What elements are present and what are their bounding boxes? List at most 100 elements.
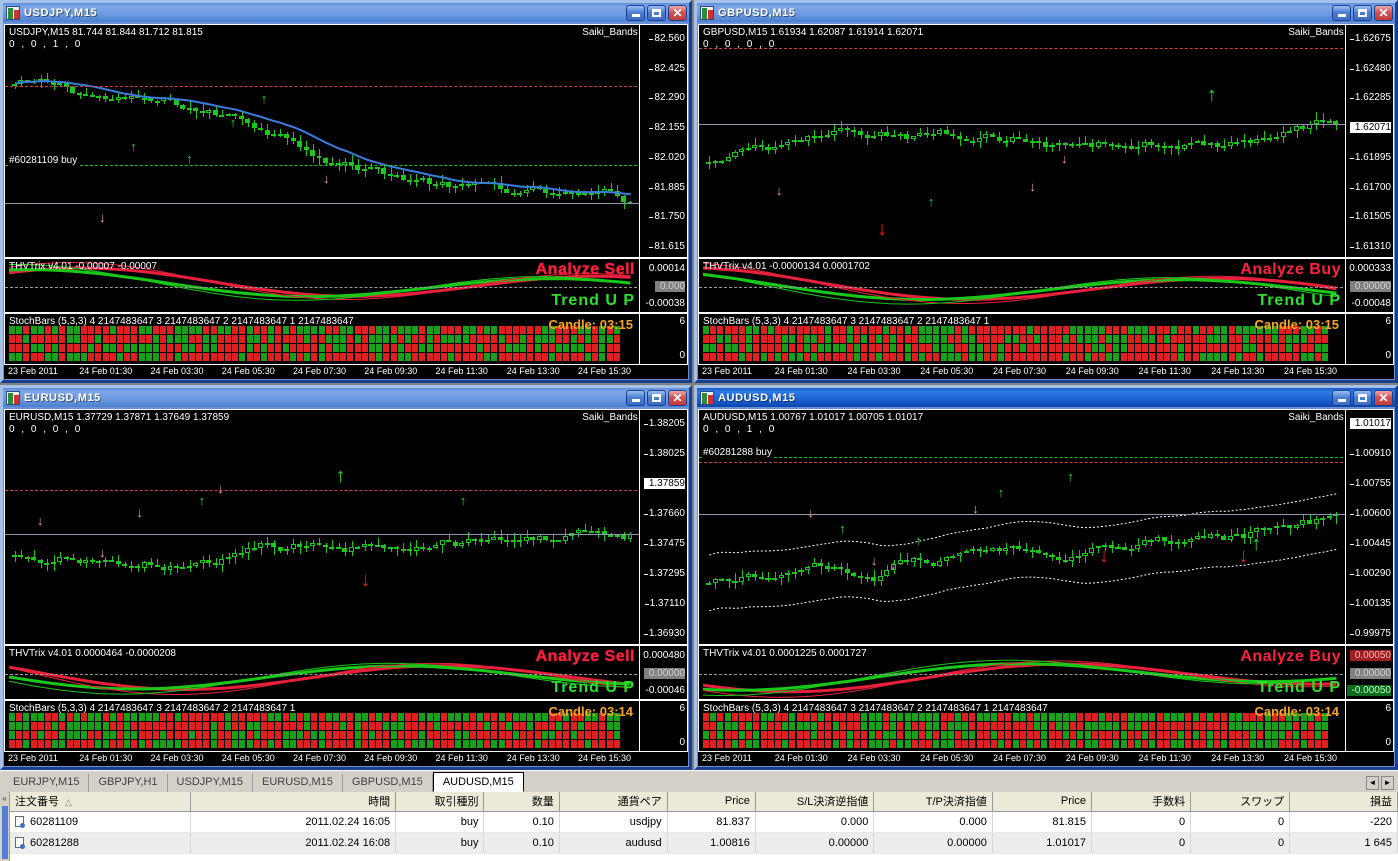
indicator-pane-thvtrix[interactable]: THVTrix v4.01 0.0000464 -0.0000208 Analyz… — [4, 645, 688, 700]
column-header-9[interactable]: 手数料 — [1091, 792, 1192, 812]
price-pane[interactable]: #60281109 buy ↓ ↑ ↑ ↑ ↓ ↑ USDJPY,M15 81.744 81.… — [4, 24, 688, 258]
column-header-1[interactable]: 時間 — [190, 792, 397, 812]
candle-body — [582, 193, 588, 196]
titlebar-audusd[interactable]: AUDUSD,M15 ✕ — [697, 388, 1395, 407]
tab-scroll-left-icon[interactable]: ◄ — [1366, 776, 1379, 790]
close-button[interactable]: ✕ — [1374, 4, 1393, 21]
candle-body — [844, 569, 850, 573]
chart-body-gbpusd[interactable]: ↓ ↓ ↑ ↓ ↓ ↑ ↑ GBPUSD,M15 1.61934 1.62087 1.6191… — [698, 24, 1394, 379]
maximize-button[interactable] — [647, 4, 666, 21]
titlebar-gbpusd[interactable]: GBPUSD,M15 ✕ — [697, 3, 1395, 22]
tab-scroll-controls[interactable]: ◄ ► — [1362, 776, 1398, 792]
terminal-trade-panel[interactable]: « 注文番号 △ 時間 取引種別 数量 通貨ペア Price S/L決済逆指値 T/P決済指値 P… — [0, 792, 1398, 861]
indicator-pane-stochbars[interactable]: StochBars (5,3,3) 4 2147483647 3 2147483… — [4, 313, 688, 365]
chart-tab-audusd-m15[interactable]: AUDUSD,M15 — [432, 772, 524, 792]
stochbar-cell — [556, 344, 563, 352]
indicator-pane-stochbars[interactable]: StochBars (5,3,3) 4 2147483647 3 2147483… — [4, 700, 688, 752]
candle-body — [387, 173, 393, 176]
chart-tab-strip[interactable]: EURJPY,M15 GBPJPY,H1 USDJPY,M15 EURUSD,M15 G… — [0, 770, 1398, 792]
price-axis[interactable]: 82.560 82.425 82.290 82.155 82.020 81.885 81.7… — [639, 25, 687, 257]
maximize-button[interactable] — [647, 389, 666, 406]
table-row[interactable]: 60281109 2011.02.24 16:05 buy 0.10 usdjpy 81.… — [10, 811, 1398, 833]
collapse-chevron-icon[interactable]: « — [2, 794, 7, 803]
indicator-pane-thvtrix[interactable]: THVTrix v4.01 -0.00007 -0.00007 Analyze S… — [4, 258, 688, 313]
column-header-4[interactable]: 通貨ペア — [559, 792, 668, 812]
titlebar-eurusd[interactable]: EURUSD,M15 ✕ — [3, 388, 689, 407]
candle-wick — [623, 194, 625, 209]
minimize-button[interactable] — [626, 389, 645, 406]
indicator-axis-tick: 0.00000 — [643, 668, 687, 679]
price-pane[interactable]: #60281288 buy ↓ ↑ ↓ ↓ ↑ ↓ ↑ ↓ ↑ ↓ ↑ AUDUSD,M15 1.007… — [698, 409, 1394, 645]
column-header-0[interactable]: 注文番号 △ — [10, 792, 192, 812]
price-axis[interactable]: 1.01017 1.00910 1.00755 1.00600 1.00445 1.002… — [1345, 410, 1393, 644]
table-body[interactable]: 60281109 2011.02.24 16:05 buy 0.10 usdjpy 81.… — [10, 811, 1398, 854]
candle-body — [772, 146, 778, 150]
candle-body — [983, 550, 989, 553]
chart-body-usdjpy[interactable]: #60281109 buy ↓ ↑ ↑ ↑ ↓ ↑ USDJPY,M15 81.744 81.… — [4, 24, 688, 379]
indicator-pane-thvtrix[interactable]: THVTrix v4.01 -0.0000134 0.0001702 Analyz… — [698, 258, 1394, 313]
chart-tab-gbpjpy-h1[interactable]: GBPJPY,H1 — [89, 774, 168, 792]
indicator-axis[interactable]: 0.000480 0.00000 -0.00046 — [639, 646, 687, 699]
indicator-pane-stochbars[interactable]: StochBars (5,3,3) 4 2147483647 3 2147483… — [698, 700, 1394, 752]
stochbar-cell — [955, 740, 961, 748]
cell-sl: 0.000 — [755, 811, 875, 833]
open-orders-table[interactable]: 注文番号 △ 時間 取引種別 数量 通貨ペア Price S/L決済逆指値 T/P決済指値 Pri… — [10, 792, 1398, 854]
maximize-button[interactable] — [1353, 4, 1372, 21]
chart-body-audusd[interactable]: #60281288 buy ↓ ↑ ↓ ↓ ↑ ↓ ↑ ↓ ↑ ↓ ↑ AUDUSD,M15 1.007… — [698, 409, 1394, 766]
chart-tab-gbpusd-m15[interactable]: GBPUSD,M15 — [343, 774, 433, 792]
candle-body — [1069, 557, 1075, 562]
candle-body — [1188, 539, 1194, 543]
chart-tab-usdjpy-m15[interactable]: USDJPY,M15 — [168, 774, 253, 792]
terminal-gutter[interactable]: « — [0, 792, 10, 861]
candle-body — [44, 563, 50, 566]
indicator-pane-thvtrix[interactable]: THVTrix v4.01 0.0001225 0.0001727 Analyze… — [698, 645, 1394, 700]
minimize-button[interactable] — [626, 4, 645, 21]
column-header-5[interactable]: Price — [667, 792, 756, 812]
indicator-name-label: THVTrix v4.01 -0.0000134 0.0001702 — [703, 261, 870, 272]
minimize-button[interactable] — [1332, 4, 1351, 21]
price-axis[interactable]: 1.62675 1.62480 1.62285 1.62071 1.61895 1.617… — [1345, 25, 1393, 257]
column-header-2[interactable]: 取引種別 — [395, 792, 485, 812]
stochbar-cell — [940, 335, 947, 343]
candle-body — [167, 97, 173, 100]
indicator-axis-tick: -0.00038 — [641, 298, 687, 309]
stochbar-cell — [210, 335, 217, 343]
close-button[interactable]: ✕ — [668, 4, 687, 21]
price-pane[interactable]: ↓ ↓ ↓ ↑ ↓ ↓ ↑ ↑ EURUSD,M15 1.37729 1.37871 1.376… — [4, 409, 688, 645]
close-button[interactable]: ✕ — [668, 389, 687, 406]
column-header-10[interactable]: スワップ — [1190, 792, 1291, 812]
tab-scroll-right-icon[interactable]: ► — [1381, 776, 1394, 790]
indicator-axis[interactable]: 0.00014 0.000 -0.00038 — [639, 259, 687, 312]
column-header-8[interactable]: Price — [992, 792, 1092, 812]
maximize-button[interactable] — [1353, 389, 1372, 406]
stochbar-cell — [1300, 353, 1307, 361]
candlestick — [884, 410, 890, 644]
indicator-axis[interactable]: 0.000333 0.00000 -0.00048 — [1345, 259, 1393, 312]
column-header-11[interactable]: 損益 — [1289, 792, 1398, 812]
stochbar-cell — [1063, 713, 1069, 721]
close-button[interactable]: ✕ — [1374, 389, 1393, 406]
stochbar-cell — [1084, 722, 1091, 730]
price-pane[interactable]: ↓ ↓ ↑ ↓ ↓ ↑ ↑ GBPUSD,M15 1.61934 1.62087 1.6191… — [698, 24, 1394, 258]
candlestick — [1023, 25, 1029, 257]
stochbar-cell — [739, 740, 745, 748]
chart-tab-eurusd-m15[interactable]: EURUSD,M15 — [253, 774, 343, 792]
price-axis[interactable]: 1.38205 1.38025 1.37859 1.37660 1.37475 1.372… — [639, 410, 687, 644]
column-header-3[interactable]: 数量 — [483, 792, 560, 812]
indicator-axis[interactable]: 0.00050 0.00000 -0.00050 — [1345, 646, 1393, 699]
table-row[interactable]: 60281288 2011.02.24 16:08 buy 0.10 audusd 1.0… — [10, 832, 1398, 854]
chart-body-eurusd[interactable]: ↓ ↓ ↓ ↑ ↓ ↓ ↑ ↑ EURUSD,M15 1.37729 1.37871 1.376… — [4, 409, 688, 766]
minimize-button[interactable] — [1332, 389, 1351, 406]
indicator-pane-stochbars[interactable]: StochBars (5,3,3) 4 2147483647 3 2147483… — [698, 313, 1394, 365]
titlebar-usdjpy[interactable]: USDJPY,M15 ✕ — [3, 3, 689, 22]
stochbar-cell — [1221, 740, 1228, 748]
column-header-7[interactable]: T/P決済指値 — [873, 792, 993, 812]
column-header-6[interactable]: S/L決済逆指値 — [755, 792, 875, 812]
candlestick — [712, 410, 719, 644]
chart-tab-eurjpy-m15[interactable]: EURJPY,M15 — [4, 774, 90, 792]
stochbar-cell — [1091, 326, 1098, 334]
